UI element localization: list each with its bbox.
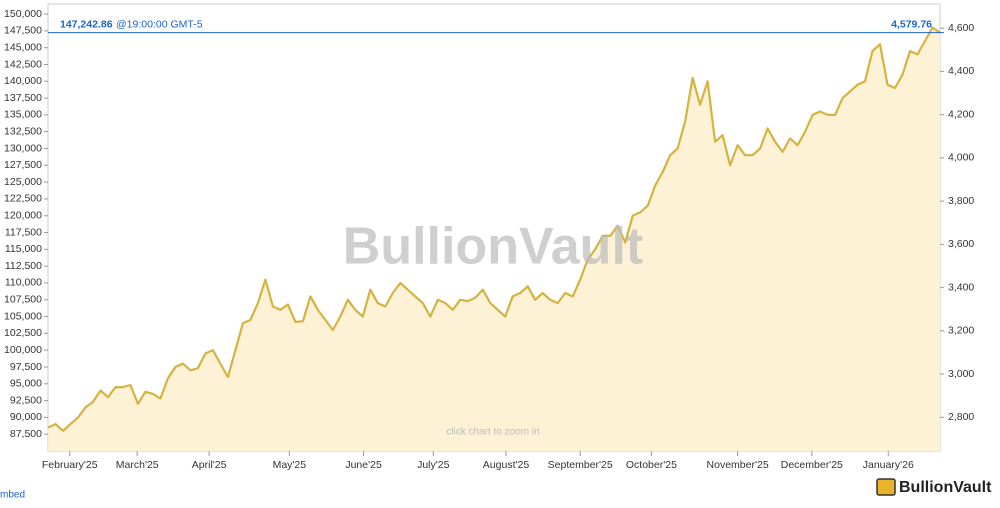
logo: BullionVault	[876, 478, 992, 496]
line	[47, 26, 941, 432]
area-layer	[47, 26, 941, 451]
y-tick-label: 102,500	[4, 327, 42, 339]
current-price-time: @19:00:00 GMT-5	[116, 18, 203, 30]
y-tick-label: 92,500	[10, 394, 42, 406]
y-tick-label: 95,000	[10, 378, 42, 390]
current-price-label-right: 4,579.76	[891, 18, 932, 30]
x-tick-label: July'25	[417, 459, 450, 471]
area	[48, 27, 940, 451]
y-tick-label: 132,500	[4, 125, 42, 137]
y-tick-label: 100,000	[4, 344, 42, 356]
watermark: BullionVault	[343, 218, 643, 276]
x-tick-label: February'25	[42, 459, 98, 471]
x-tick-label: May'25	[273, 459, 307, 471]
x-tick-label: September'25	[548, 459, 613, 471]
y-tick-label: 125,000	[4, 176, 42, 188]
x-tick-label: March'25	[116, 459, 159, 471]
y-tick-label: 137,500	[4, 92, 42, 104]
y-tick-label: 135,000	[4, 109, 42, 121]
y2-tick-label: 2,800	[948, 411, 974, 423]
x-tick-label: June'25	[345, 459, 382, 471]
x-tick-label: April'25	[192, 459, 227, 471]
y-tick-label: 115,000	[5, 243, 42, 255]
y2-tick-label: 4,400	[948, 65, 974, 77]
current-price-label: 147,242.86	[60, 18, 113, 30]
y2-tick-label: 3,600	[948, 238, 974, 250]
y2-tick-label: 3,000	[948, 368, 974, 380]
logo-text: BullionVault	[899, 479, 992, 496]
y-tick-label: 110,000	[5, 277, 42, 289]
y-tick-label: 105,000	[4, 310, 42, 322]
y-tick-label: 117,500	[5, 226, 42, 238]
x-tick-label: December'25	[781, 459, 843, 471]
y-tick-label: 150,000	[4, 8, 42, 20]
y-tick-label: 122,500	[4, 193, 42, 205]
y2-tick-label: 4,600	[948, 22, 974, 34]
y-tick-label: 107,500	[4, 294, 42, 306]
x-tick-label: January'26	[863, 459, 914, 471]
y-tick-label: 140,000	[4, 75, 42, 87]
y-tick-label: 130,000	[4, 142, 42, 154]
y-tick-label: 142,500	[4, 58, 42, 70]
y-tick-label: 112,500	[5, 260, 42, 272]
y-tick-label: 127,500	[4, 159, 42, 171]
top-layer: 87,500 90,000 92,500 95,000 97,500 100,000 102…	[4, 8, 974, 471]
y-tick-label: 87,500	[10, 428, 42, 440]
embed-link[interactable]: mbed	[0, 490, 25, 501]
x-tick-label: November'25	[707, 459, 769, 471]
y-tick-label: 120,000	[4, 210, 42, 222]
y-tick-label: 97,500	[10, 361, 42, 373]
x-tick-label: August'25	[483, 459, 530, 471]
logo-icon	[876, 478, 896, 496]
y2-tick-label: 4,200	[948, 108, 974, 120]
x-tick-label: October'25	[626, 459, 677, 471]
y-tick-label: 145,000	[4, 41, 42, 53]
y2-tick-label: 3,400	[948, 281, 974, 293]
y2-tick-label: 3,800	[948, 195, 974, 207]
zoom-hint[interactable]: click chart to zoom in	[446, 427, 539, 438]
y-tick-label: 147,500	[4, 25, 42, 37]
y2-tick-label: 3,200	[948, 325, 974, 337]
y2-tick-label: 4,000	[948, 152, 974, 164]
y-tick-label: 90,000	[10, 411, 42, 423]
